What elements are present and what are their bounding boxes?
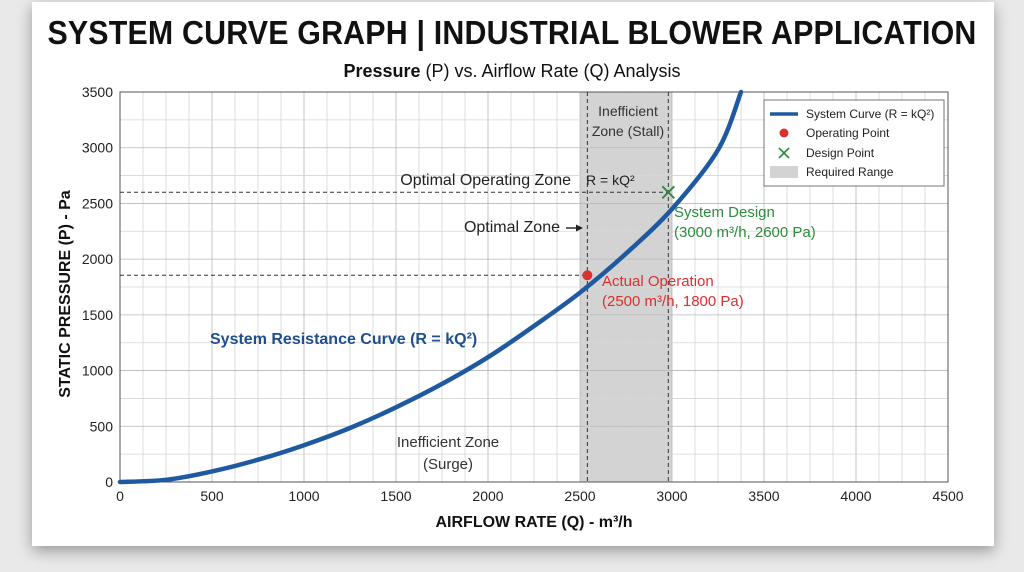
y-tick-label: 500	[90, 418, 114, 434]
y-tick-label: 1000	[82, 363, 113, 379]
optimal-operating-zone-label: Optimal Operating Zone	[400, 172, 571, 189]
x-tick-label: 3000	[656, 488, 687, 504]
operating-point-marker	[582, 270, 593, 281]
y-tick-label: 3500	[82, 84, 113, 100]
x-tick-label: 0	[116, 488, 124, 504]
optimal-zone-label: Optimal Zone	[464, 219, 560, 236]
r-kq2-label: R = kQ²	[586, 172, 635, 188]
y-tick-label: 2500	[82, 195, 113, 211]
x-axis-title: AIRFLOW RATE (Q) - m³/h	[436, 514, 633, 531]
subtitle-rest: (P) vs. Airflow Rate (Q) Analysis	[420, 61, 681, 81]
legend-label: Required Range	[806, 165, 894, 179]
stall-zone-label: Inefficient	[598, 103, 658, 119]
legend-x-symbol	[778, 147, 790, 159]
legend-label: System Curve (R = kQ²)	[806, 107, 934, 121]
actual-operation-values: (2500 m³/h, 1800 Pa)	[602, 293, 744, 310]
x-tick-label: 4000	[840, 488, 871, 504]
plot-frame	[119, 91, 949, 483]
y-tick-label: 0	[105, 474, 113, 490]
y-tick-label: 1500	[82, 307, 113, 323]
y-tick-label: 3000	[82, 140, 113, 156]
y-axis-title: STATIC PRESSURE (P) - Pa	[57, 190, 74, 398]
x-tick-label: 1500	[380, 488, 411, 504]
x-tick-label: 500	[200, 488, 224, 504]
curve-label: System Resistance Curve (R = kQ²)	[210, 331, 477, 348]
chart-subtitle: Pressure (P) vs. Airflow Rate (Q) Analys…	[0, 61, 1024, 82]
system-design-values: (3000 m³/h, 2600 Pa)	[674, 224, 816, 241]
legend-label: Operating Point	[806, 126, 890, 140]
x-tick-label: 4500	[932, 488, 963, 504]
legend-box-symbol	[770, 166, 798, 178]
system-design-label: System Design	[674, 204, 775, 221]
surge-zone-label: (Surge)	[423, 456, 473, 473]
x-tick-label: 1000	[288, 488, 319, 504]
surge-zone-label: Inefficient Zone	[397, 434, 499, 451]
actual-operation-label: Actual Operation	[602, 273, 714, 290]
legend-dot-symbol	[779, 128, 789, 138]
optimal-zone-arrow-head	[576, 224, 583, 232]
x-tick-label: 3500	[748, 488, 779, 504]
chart-title: SYSTEM CURVE GRAPH | INDUSTRIAL BLOWER A…	[47, 14, 977, 51]
x-tick-label: 2500	[564, 488, 595, 504]
subtitle-bold: Pressure	[343, 61, 421, 81]
chart-card	[32, 2, 994, 546]
x-tick-label: 2000	[472, 488, 503, 504]
system-curve-line	[117, 89, 744, 485]
legend-label: Design Point	[806, 146, 875, 160]
stall-zone-label: Zone (Stall)	[592, 123, 664, 139]
design-point-marker	[661, 185, 676, 199]
y-tick-label: 2000	[82, 251, 113, 267]
